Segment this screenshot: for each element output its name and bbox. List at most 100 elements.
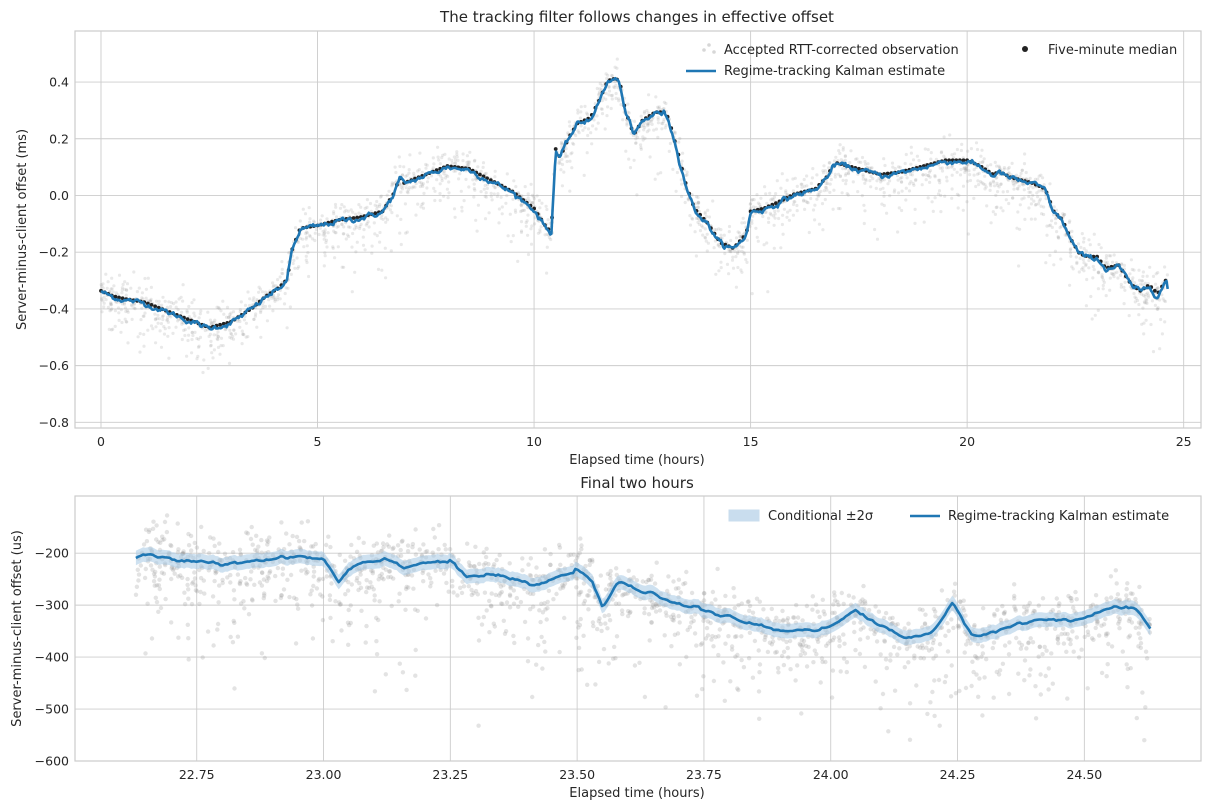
observation-point — [844, 172, 848, 176]
observation-point — [511, 234, 515, 238]
observation-point — [419, 181, 424, 185]
observation-point — [500, 212, 504, 216]
observation-point — [1041, 189, 1045, 193]
observation-point — [125, 288, 129, 292]
observation-point — [144, 287, 148, 291]
observation-point — [983, 183, 987, 187]
observation-point — [472, 564, 477, 569]
observation-point — [667, 149, 671, 153]
observation-point — [765, 201, 769, 205]
observation-point — [984, 657, 989, 662]
observation-point — [363, 206, 367, 210]
observation-point — [989, 184, 993, 188]
observation-point — [573, 558, 578, 564]
observation-point — [558, 161, 562, 165]
median-point — [1152, 288, 1157, 293]
observation-point — [795, 615, 801, 620]
observation-point — [928, 700, 933, 705]
observation-point — [519, 220, 524, 224]
observation-point — [311, 569, 317, 574]
observation-point — [904, 152, 908, 157]
observation-point — [181, 549, 186, 554]
observation-point — [308, 235, 312, 239]
observation-point — [995, 181, 999, 185]
observation-point — [320, 617, 326, 623]
observation-point — [1056, 641, 1061, 646]
observation-point — [927, 170, 932, 174]
observation-point — [982, 675, 987, 680]
observation-point — [375, 234, 379, 238]
observation-point — [105, 286, 109, 290]
observation-point — [255, 325, 259, 329]
observation-point — [846, 193, 850, 197]
observation-point — [650, 117, 654, 121]
observation-point — [978, 161, 982, 165]
observation-point — [423, 616, 429, 621]
observation-point — [281, 272, 285, 276]
observation-point — [571, 552, 576, 557]
observation-point — [141, 297, 145, 301]
observation-point — [392, 182, 396, 186]
observation-point — [462, 199, 466, 203]
observation-point — [453, 161, 458, 165]
observation-point — [639, 114, 643, 118]
observation-point — [484, 608, 489, 613]
observation-point — [1082, 269, 1086, 273]
observation-point — [1037, 199, 1041, 203]
observation-point — [113, 309, 117, 313]
observation-point — [1092, 232, 1096, 236]
observation-point — [511, 633, 516, 639]
observation-point — [538, 230, 542, 234]
observation-point — [815, 639, 821, 644]
observation-point — [483, 217, 488, 221]
observation-point — [1053, 217, 1058, 221]
observation-point — [560, 184, 565, 188]
observation-point — [1053, 249, 1057, 253]
observation-point — [1100, 275, 1105, 280]
observation-point — [752, 198, 756, 202]
observation-point — [1138, 641, 1144, 646]
observation-point — [351, 231, 355, 236]
observation-point — [1104, 294, 1108, 298]
observation-point — [614, 83, 618, 87]
observation-point — [725, 262, 730, 266]
observation-point — [252, 317, 256, 321]
observation-point — [586, 127, 591, 131]
observation-point — [1037, 644, 1043, 649]
observation-point — [228, 335, 232, 339]
observation-point — [529, 182, 533, 186]
observation-point — [346, 642, 351, 647]
observation-point — [738, 234, 742, 238]
observation-point — [995, 164, 999, 168]
observation-point — [1059, 224, 1063, 228]
observation-point — [1055, 636, 1060, 641]
observation-point — [773, 216, 777, 220]
observation-point — [545, 245, 549, 249]
observation-point — [750, 610, 756, 615]
observation-point — [795, 184, 799, 188]
observation-point — [179, 575, 185, 580]
observation-point — [298, 219, 302, 223]
observation-point — [110, 328, 114, 332]
observation-point — [522, 619, 528, 625]
observation-point — [298, 236, 302, 240]
observation-point — [379, 195, 383, 199]
observation-point — [824, 185, 828, 189]
observation-point — [1132, 291, 1136, 296]
observation-point — [528, 591, 533, 596]
observation-point — [839, 590, 844, 596]
observation-point — [860, 155, 865, 160]
observation-point — [363, 248, 367, 252]
observation-point — [361, 540, 366, 545]
observation-point — [518, 599, 524, 605]
observation-point — [109, 308, 113, 312]
observation-point — [243, 303, 248, 307]
observation-point — [262, 593, 267, 598]
observation-point — [163, 596, 168, 602]
observation-point — [157, 586, 162, 592]
observation-point — [950, 153, 954, 157]
observation-point — [174, 305, 178, 309]
top-legend: Accepted RTT-corrected observation Five-… — [686, 43, 1177, 79]
observation-point — [285, 326, 289, 330]
